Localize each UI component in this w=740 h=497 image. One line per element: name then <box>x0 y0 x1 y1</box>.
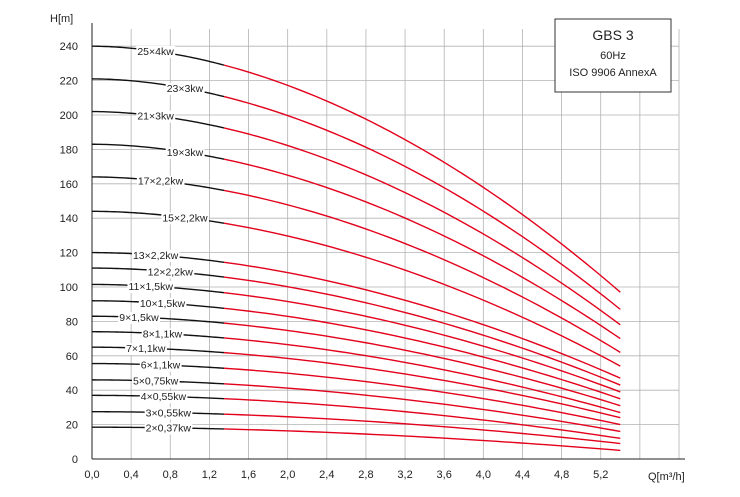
curve-label: 8×1,1kw <box>143 328 183 340</box>
curve-segment-recommended <box>224 307 621 400</box>
x-tick-label: 0,0 <box>84 469 99 481</box>
curve-segment-recommended <box>224 351 621 419</box>
curve-segment-recommended <box>223 189 621 353</box>
curve-segment-recommended <box>223 276 621 386</box>
curve-label: 15×2,2kw <box>162 212 208 224</box>
curve-label-background <box>131 249 180 262</box>
y-tick-label: 120 <box>60 248 78 260</box>
curve-segment-recommended <box>223 291 621 393</box>
y-tick-label: 180 <box>60 144 78 156</box>
curve-label-background <box>165 82 205 95</box>
info-box-standard: ISO 9906 AnnexA <box>569 67 657 79</box>
info-box-frame <box>554 18 672 93</box>
curve-segment-recommended <box>223 95 621 310</box>
x-tick-label: 1,6 <box>241 469 256 481</box>
x-tick-label: 3,2 <box>397 469 412 481</box>
y-tick-label: 160 <box>60 179 78 191</box>
curve-label: 6×1,1kw <box>141 360 181 372</box>
curve-label: 25×4kw <box>137 46 174 58</box>
x-tick-label: 2,4 <box>319 469 334 481</box>
curve-segment-recommended <box>224 367 621 426</box>
curve-label-background <box>127 281 175 294</box>
y-tick-label: 220 <box>60 76 78 88</box>
y-tick-label: 200 <box>60 110 78 122</box>
curve-segment-recommended <box>223 222 621 367</box>
curve-labels: 2×0,37kw 3×0,55kw 4×0,55kw 5×0,75kw 6×1,1kw 7… <box>118 45 209 435</box>
x-tick-label: 2,8 <box>358 469 373 481</box>
y-tick-label: 140 <box>60 213 78 225</box>
curve-label: 7×1,1kw <box>126 343 166 355</box>
y-tick-label: 80 <box>66 316 78 328</box>
curve-label-background <box>136 110 176 123</box>
x-tick-label: 2,0 <box>280 469 295 481</box>
y-axis-title: H[m] <box>50 13 73 25</box>
curve-label-background <box>139 359 182 372</box>
y-tick-label: 240 <box>60 41 78 53</box>
curve-label: 23×3kw <box>167 83 204 95</box>
curve-segment-recommended <box>224 337 621 414</box>
x-tick-label: 0,4 <box>123 469 138 481</box>
x-tick-label: 4,4 <box>515 469 530 481</box>
curve-label: 3×0,55kw <box>146 407 192 419</box>
curve-label: 12×2,2kw <box>148 266 194 278</box>
curve-label: 21×3kw <box>137 111 174 123</box>
curve-label: 19×3kw <box>167 147 204 159</box>
curve-label: 13×2,2kw <box>133 250 179 262</box>
info-box-frequency: 60Hz <box>600 50 626 62</box>
curve-label-background <box>165 146 205 159</box>
x-axis-title: Q[m³/h] <box>648 471 685 483</box>
curve-label-background <box>144 407 193 420</box>
y-tick-labels: 0 20 40 60 80 100 120 140 160 180 200 220 240 <box>60 41 78 466</box>
y-tick-label: 100 <box>60 282 78 294</box>
curve-label-background <box>141 328 184 341</box>
curve-label-background <box>138 297 187 310</box>
curve-label-background <box>118 312 161 325</box>
curve-label-background <box>131 375 180 388</box>
x-tick-label: 4,8 <box>554 469 569 481</box>
x-tick-label: 0,8 <box>163 469 178 481</box>
curve-label-background <box>146 266 195 279</box>
y-tick-label: 20 <box>66 420 78 432</box>
x-tick-label: 4,0 <box>476 469 491 481</box>
curve-segment-recommended <box>224 397 621 440</box>
curve-label-background <box>139 391 188 404</box>
curve-segment-recommended <box>223 64 621 293</box>
x-tick-labels: 0,0 0,4 0,8 1,2 1,6 2,0 2,4 2,8 3,2 3,6 4,0 4,4 4,8 5… <box>84 469 608 481</box>
y-tick-label: 40 <box>66 385 78 397</box>
curve-label: 17×2,2kw <box>138 176 184 188</box>
curve-segment-recommended <box>223 261 621 379</box>
curve-label: 9×1,5kw <box>119 312 159 324</box>
curve-segment-recommended <box>223 158 621 340</box>
y-tick-label: 0 <box>72 454 78 466</box>
curve-label-background <box>136 175 185 188</box>
curve-label-background <box>161 212 209 225</box>
curve-segment-recommended <box>224 413 621 445</box>
curve-label: 11×1,5kw <box>128 281 173 293</box>
curve-label: 2×0,37kw <box>146 423 192 435</box>
x-tick-label: 5,2 <box>593 469 608 481</box>
curve-segment-recommended <box>223 127 621 326</box>
curve-label: 10×1,5kw <box>140 298 186 310</box>
curve-label: 4×0,55kw <box>141 391 187 403</box>
y-tick-label: 60 <box>66 351 78 363</box>
curve-segment-recommended <box>224 383 621 433</box>
x-tick-label: 3,6 <box>437 469 452 481</box>
curve-label-background <box>144 422 193 435</box>
curve-segment-recommended <box>224 428 621 452</box>
curve-segment-recommended <box>224 322 621 407</box>
x-tick-label: 1,2 <box>202 469 217 481</box>
curve-label-background <box>125 343 167 356</box>
curve-label-background <box>136 45 176 58</box>
info-box-title: GBS 3 <box>592 27 633 43</box>
curves <box>91 45 621 452</box>
curve-label: 5×0,75kw <box>133 376 179 388</box>
info-box: GBS 3 60Hz ISO 9906 AnnexA <box>554 18 672 93</box>
